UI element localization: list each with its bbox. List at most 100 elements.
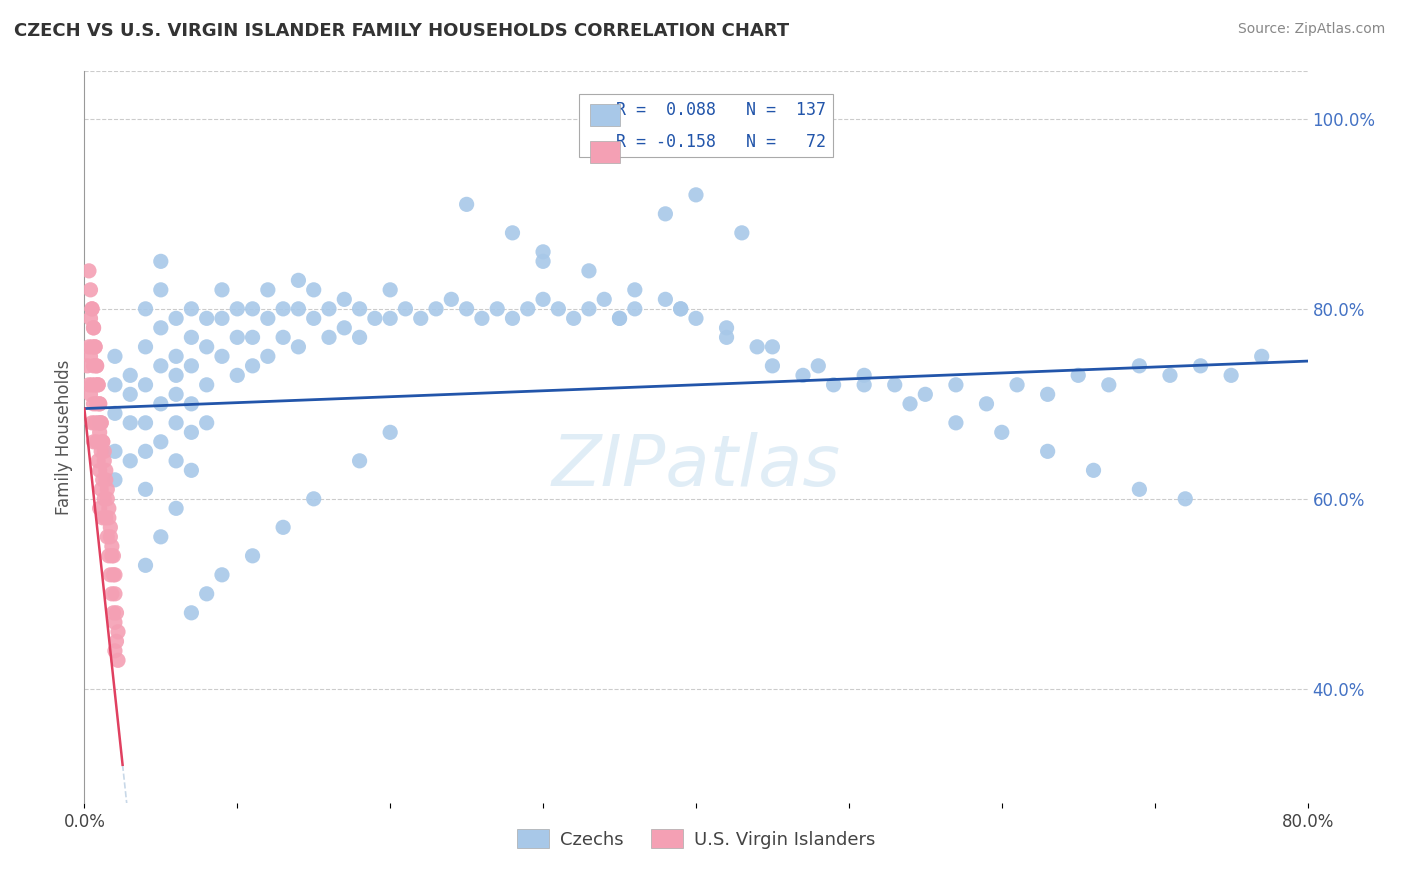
Point <box>1250 349 1272 363</box>
FancyBboxPatch shape <box>589 141 620 163</box>
Text: Source: ZipAtlas.com: Source: ZipAtlas.com <box>1237 22 1385 37</box>
Point <box>79 349 101 363</box>
Point <box>883 377 905 392</box>
Point <box>83 434 105 449</box>
Point <box>349 454 371 468</box>
Point <box>761 340 783 354</box>
Point <box>77 377 100 392</box>
Point <box>86 434 108 449</box>
Point <box>914 387 936 401</box>
Point <box>135 377 157 392</box>
Point <box>80 416 103 430</box>
Point <box>302 283 325 297</box>
Point <box>211 283 233 297</box>
Point <box>731 226 754 240</box>
Point <box>531 244 554 259</box>
Point <box>180 397 202 411</box>
Point <box>1067 368 1090 383</box>
Point <box>333 293 356 307</box>
Point <box>107 624 129 639</box>
Point <box>180 606 202 620</box>
Point <box>1098 377 1121 392</box>
Point <box>226 301 249 316</box>
Point <box>87 416 110 430</box>
Point <box>80 301 103 316</box>
Point <box>562 311 585 326</box>
Point <box>211 311 233 326</box>
Point <box>945 416 967 430</box>
Point <box>104 349 127 363</box>
Point <box>80 301 103 316</box>
Point <box>80 340 103 354</box>
Point <box>242 330 264 344</box>
Point <box>685 311 707 326</box>
Point <box>287 273 309 287</box>
Point <box>149 434 172 449</box>
Point <box>624 283 647 297</box>
Point <box>90 416 112 430</box>
Point <box>364 311 387 326</box>
Point <box>409 311 432 326</box>
Point <box>93 491 115 506</box>
Point <box>716 321 738 335</box>
Point <box>853 368 876 383</box>
Point <box>107 653 129 667</box>
Point <box>271 520 294 534</box>
Point <box>89 397 111 411</box>
Point <box>165 387 187 401</box>
Point <box>1036 444 1059 458</box>
Point <box>991 425 1014 440</box>
Point <box>135 416 157 430</box>
Point <box>440 293 463 307</box>
Point <box>103 567 125 582</box>
Point <box>98 530 121 544</box>
Point <box>349 301 371 316</box>
Point <box>89 397 111 411</box>
Point <box>516 301 538 316</box>
Point <box>79 311 101 326</box>
Point <box>90 483 112 497</box>
Point <box>242 359 264 373</box>
Point <box>94 473 117 487</box>
Point <box>853 377 876 392</box>
Point <box>502 311 524 326</box>
Point <box>89 501 111 516</box>
Point <box>77 340 100 354</box>
Point <box>89 416 111 430</box>
Point <box>654 207 676 221</box>
Point <box>120 368 142 383</box>
Point <box>609 311 631 326</box>
Point <box>425 301 447 316</box>
Point <box>180 330 202 344</box>
Point <box>79 283 101 297</box>
Point <box>180 359 202 373</box>
Point <box>105 634 128 648</box>
Point <box>486 301 509 316</box>
Point <box>609 311 631 326</box>
Point <box>257 349 280 363</box>
Point <box>302 311 325 326</box>
Point <box>84 416 107 430</box>
Y-axis label: Family Households: Family Households <box>55 359 73 515</box>
Point <box>87 377 110 392</box>
Point <box>91 434 114 449</box>
Point <box>578 301 600 316</box>
Point <box>547 301 569 316</box>
Text: CZECH VS U.S. VIRGIN ISLANDER FAMILY HOUSEHOLDS CORRELATION CHART: CZECH VS U.S. VIRGIN ISLANDER FAMILY HOU… <box>14 22 789 40</box>
Point <box>165 349 187 363</box>
Point <box>86 359 108 373</box>
Point <box>120 454 142 468</box>
Point <box>104 615 127 630</box>
Point <box>1083 463 1105 477</box>
Point <box>135 558 157 573</box>
Point <box>104 444 127 458</box>
Point <box>104 377 127 392</box>
Point <box>104 587 127 601</box>
Point <box>83 397 105 411</box>
Point <box>380 283 402 297</box>
Point <box>1128 359 1150 373</box>
Point <box>349 330 371 344</box>
Point <box>456 197 478 211</box>
Point <box>89 425 111 440</box>
Point <box>716 330 738 344</box>
